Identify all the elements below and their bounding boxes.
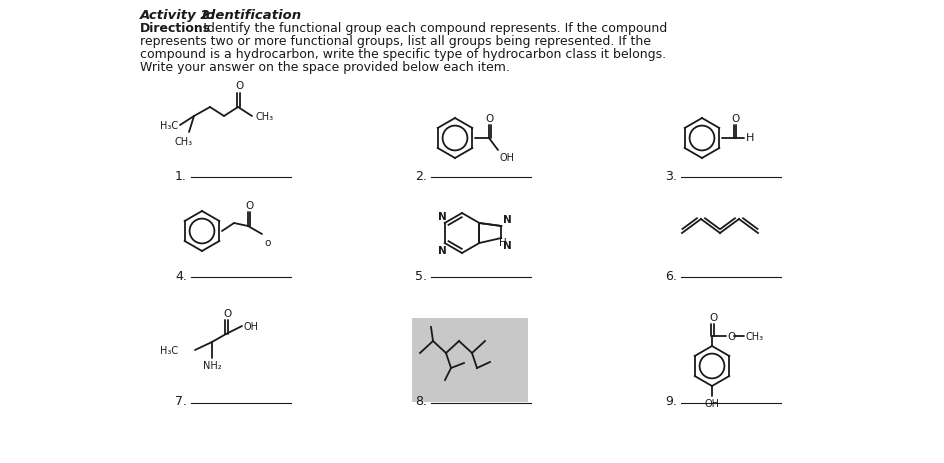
Text: 5.: 5. [414, 269, 427, 282]
Text: O: O [223, 308, 231, 319]
Text: Directions: Directions [140, 22, 211, 35]
Text: Identification: Identification [202, 9, 302, 22]
Text: represents two or more functional groups, list all groups being represented. If : represents two or more functional groups… [140, 35, 650, 48]
Text: O: O [708, 313, 716, 322]
Text: H: H [745, 133, 753, 143]
Text: H: H [499, 238, 507, 247]
Text: 3.: 3. [665, 169, 676, 182]
Text: 9.: 9. [665, 394, 676, 407]
Text: 1.: 1. [175, 169, 187, 182]
Bar [412, 319, 528, 402]
Text: 6.: 6. [665, 269, 676, 282]
Text: CH₃: CH₃ [175, 137, 193, 147]
Text: compound is a hydrocarbon, write the specific type of hydrocarbon class it belon: compound is a hydrocarbon, write the spe… [140, 48, 666, 61]
Text: H₃C: H₃C [160, 345, 177, 355]
Text: 4.: 4. [175, 269, 187, 282]
Text: CH₃: CH₃ [745, 332, 764, 341]
Text: : Identify the functional group each compound represents. If the compound: : Identify the functional group each com… [194, 22, 666, 35]
Text: N: N [503, 240, 512, 250]
Text: OH: OH [704, 398, 718, 408]
Text: O: O [485, 114, 494, 124]
Text: 8.: 8. [414, 394, 427, 407]
Text: O: O [235, 81, 243, 91]
Text: 2.: 2. [414, 169, 427, 182]
Text: O: O [244, 200, 253, 211]
Text: H₃C: H₃C [160, 121, 177, 131]
Text: N: N [503, 214, 512, 225]
Text: o: o [263, 238, 270, 247]
Text: N: N [438, 245, 447, 256]
Text: CH₃: CH₃ [255, 112, 273, 122]
Text: OH: OH [244, 321, 259, 332]
Text: OH: OH [499, 153, 514, 163]
Text: 7.: 7. [175, 394, 187, 407]
Text: NH₂: NH₂ [202, 360, 221, 370]
Text: Activity 2:: Activity 2: [140, 9, 220, 22]
Text: O: O [730, 114, 738, 124]
Text: O: O [726, 332, 734, 341]
Text: N: N [438, 212, 447, 221]
Text: Write your answer on the space provided below each item.: Write your answer on the space provided … [140, 61, 510, 74]
